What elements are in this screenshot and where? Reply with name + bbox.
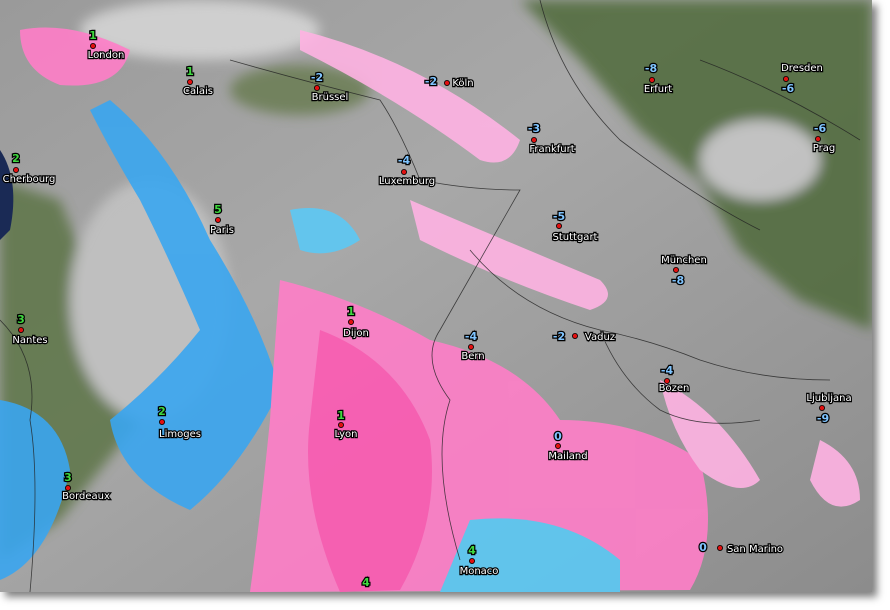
city-name: Bozen [659,383,690,394]
city-temp: -3 [528,122,540,135]
city-dot [673,266,680,273]
city-dot [12,166,19,173]
city-temp: -8 [672,274,684,287]
city-temp: -8 [645,62,657,75]
city-temp: 2 [12,152,20,165]
city-name: Bordeaux [62,491,110,502]
city-dot [467,343,474,350]
city-dot [717,545,724,552]
city-dot [214,216,221,223]
city-dot [17,326,24,333]
city-name: Limoges [159,429,201,440]
city-dot [815,135,822,142]
city-dot [158,418,165,425]
city-temp: 1 [89,29,97,42]
city-dot [819,404,826,411]
city-temp: -6 [814,122,827,135]
city-dot [443,80,450,87]
city-name: Prag [813,143,835,154]
precipitation [0,27,860,592]
city-temp: -6 [782,82,795,95]
city-temp: -2 [311,71,323,84]
city-name: Ljubljana [806,393,851,404]
city-dot [186,79,193,86]
city-temp: -4 [465,330,478,343]
map-layers [0,0,872,592]
city-dot [572,332,579,339]
city-temp: -2 [553,330,565,343]
city-dot [649,77,656,84]
city-name: Stuttgart [553,232,598,243]
city-temp: 0 [699,541,707,554]
city-dot [313,85,320,92]
city-name: Cherbourg [3,174,56,185]
city-temp: 5 [214,203,222,216]
city-temp: 1 [337,409,345,422]
city-temp: 0 [554,430,562,443]
city-dot [468,558,475,565]
city-name: London [88,50,125,61]
city-dot [90,43,97,50]
city-name: Mailand [548,451,587,462]
city-temp: -4 [398,154,411,167]
city-dot [531,136,538,143]
city-temp: -5 [553,210,565,223]
city-dot [555,442,562,449]
city-temp: 3 [64,471,72,484]
city-dot [783,76,790,83]
city-temp: -2 [425,75,437,88]
city-temp: 1 [186,65,194,78]
city-dot [400,168,407,175]
city-name: Lyon [334,429,357,440]
city-temp: 2 [158,405,166,418]
city-name: Frankfurt [529,144,574,155]
city-dot [556,222,563,229]
city-name: Brüssel [312,92,349,103]
city-dot [347,318,354,325]
city-name: Luxemburg [379,176,435,187]
city-name: San Marino [727,544,783,555]
city-temp: 3 [17,313,25,326]
city-name: Monaco [460,566,499,577]
city-dot [337,421,344,428]
city-name: Erfurt [644,84,672,95]
city-name: Nantes [12,335,47,346]
city-temp: 4 [468,544,476,557]
city-name: Bern [461,351,484,362]
city-name: Vaduz [585,332,615,343]
sea [0,150,14,240]
city-temp: 1 [347,305,355,318]
city-name: Köln [452,78,473,89]
city-temp: -4 [661,364,674,377]
city-temp: 4 [362,576,370,589]
city-dot [65,484,72,491]
city-name: München [661,255,707,266]
borders [0,0,861,592]
city-name: Calais [183,86,213,97]
city-dot [664,377,671,384]
city-temp: -9 [817,412,829,425]
city-name: Dijon [343,328,369,339]
cities: London 1 Calais 1 Brüssel -2 Köln -2 Erfurt -8 Dre… [1,28,852,591]
city-name: Paris [210,225,234,236]
city-name: Dresden [781,63,823,74]
